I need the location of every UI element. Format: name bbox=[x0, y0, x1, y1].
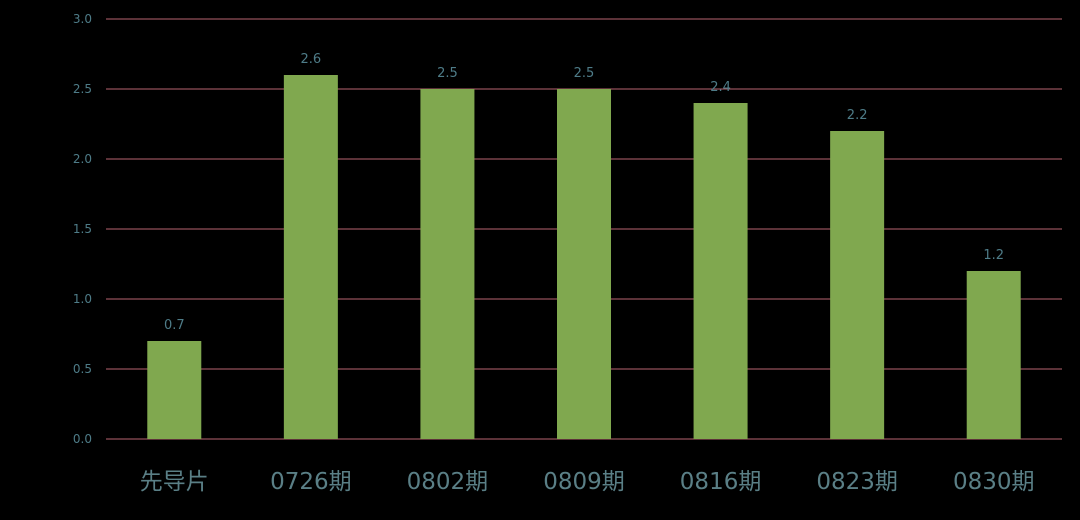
data-label: 2.4 bbox=[710, 80, 731, 95]
y-tick-label: 0.0 bbox=[73, 432, 92, 446]
y-tick-label: 1.5 bbox=[73, 222, 92, 236]
category-label: 0816期 bbox=[680, 469, 762, 495]
bar-6 bbox=[966, 271, 1021, 439]
category-label: 先导片 bbox=[140, 469, 209, 495]
bar-1 bbox=[283, 75, 338, 439]
y-tick-label: 2.5 bbox=[73, 82, 92, 96]
y-tick-label: 3.0 bbox=[73, 12, 92, 26]
data-label: 2.2 bbox=[847, 108, 868, 123]
y-tick-label: 0.5 bbox=[73, 362, 92, 376]
bar-0 bbox=[147, 341, 202, 439]
x-axis-categories: 先导片 0726期 0802期 0809期 0816期 0823期 0830期 bbox=[140, 469, 1035, 495]
category-label: 0823期 bbox=[816, 469, 898, 495]
data-label: 1.2 bbox=[983, 248, 1004, 263]
y-tick-label: 1.0 bbox=[73, 292, 92, 306]
bar-4 bbox=[693, 103, 748, 439]
data-label: 2.5 bbox=[437, 66, 458, 81]
category-label: 0830期 bbox=[953, 469, 1035, 495]
category-label: 0809期 bbox=[543, 469, 625, 495]
category-label: 0802期 bbox=[407, 469, 489, 495]
data-label: 2.6 bbox=[301, 52, 322, 67]
bar-5 bbox=[830, 131, 885, 439]
bar-3 bbox=[557, 89, 611, 439]
data-labels: 0.7 2.6 2.5 2.5 2.4 2.2 1.2 bbox=[164, 52, 1004, 333]
y-axis-ticks: 0.0 0.5 1.0 1.5 2.0 2.5 3.0 bbox=[73, 12, 92, 446]
bar-2 bbox=[420, 89, 475, 439]
y-tick-label: 2.0 bbox=[73, 152, 92, 166]
category-label: 0726期 bbox=[270, 469, 352, 495]
data-label: 2.5 bbox=[574, 66, 595, 81]
data-label: 0.7 bbox=[164, 318, 185, 333]
bars bbox=[147, 75, 1021, 439]
